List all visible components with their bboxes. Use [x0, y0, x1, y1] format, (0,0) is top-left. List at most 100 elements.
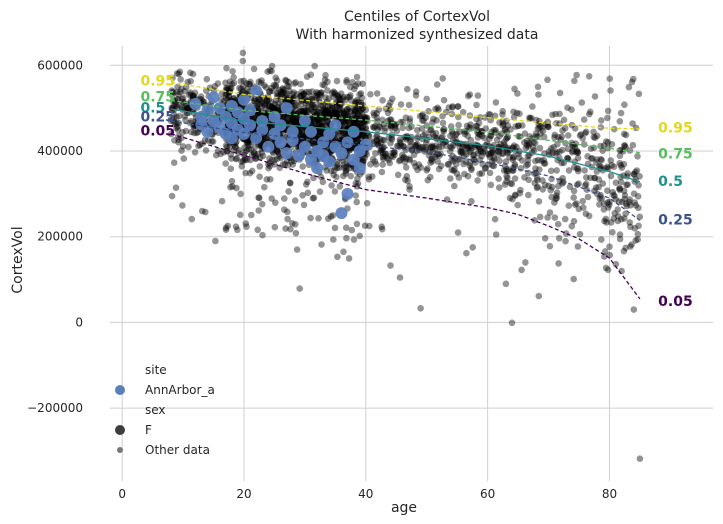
- other-data-point: [470, 151, 478, 159]
- other-data-point: [447, 175, 454, 182]
- other-data-point: [417, 304, 424, 312]
- other-data-point: [343, 106, 351, 113]
- other-data-point: [271, 100, 279, 108]
- other-data-point: [511, 175, 519, 182]
- other-data-point: [516, 110, 523, 117]
- other-data-point: [283, 94, 291, 102]
- other-data-point: [560, 159, 568, 167]
- other-data-point: [284, 208, 291, 216]
- other-data-point: [423, 95, 431, 103]
- other-data-point: [258, 77, 265, 84]
- other-data-point: [403, 172, 411, 180]
- other-data-point: [180, 155, 188, 162]
- other-data-point: [332, 109, 340, 117]
- other-data-point: [292, 116, 300, 123]
- other-data-point: [570, 217, 578, 225]
- other-data-point: [477, 145, 484, 152]
- other-data-point: [300, 108, 308, 115]
- other-data-point: [556, 110, 563, 118]
- other-data-point: [490, 154, 498, 162]
- other-data-point: [539, 186, 547, 193]
- other-data-point: [227, 165, 235, 172]
- other-data-point: [194, 128, 202, 136]
- other-data-point: [330, 93, 337, 101]
- other-data-point: [468, 165, 475, 172]
- other-data-point: [561, 124, 569, 132]
- other-data-point: [544, 214, 551, 221]
- other-data-point: [564, 132, 572, 139]
- other-data-point: [393, 142, 401, 150]
- other-data-point: [621, 215, 628, 222]
- other-data-point: [486, 153, 494, 161]
- y-tick-label: −200000: [27, 401, 83, 415]
- other-data-point: [181, 87, 188, 95]
- other-data-point: [509, 156, 517, 164]
- other-data-point: [251, 95, 259, 103]
- other-data-point: [170, 111, 178, 118]
- other-data-point: [328, 182, 335, 189]
- other-data-point: [222, 224, 230, 232]
- other-data-point: [512, 123, 519, 130]
- other-data-point: [633, 167, 641, 174]
- other-data-point: [299, 129, 306, 137]
- other-data-point: [451, 166, 458, 173]
- other-data-point: [356, 123, 364, 130]
- other-data-point: [301, 96, 308, 103]
- other-data-point: [535, 91, 542, 98]
- other-data-point: [268, 156, 276, 164]
- other-data-point: [369, 123, 377, 131]
- centile-labels: 0.950.950.750.750.50.50.250.250.050.05: [140, 74, 692, 310]
- other-data-point: [354, 80, 362, 87]
- other-data-point: [189, 70, 197, 78]
- other-data-point: [598, 195, 606, 202]
- other-data-point: [357, 106, 365, 114]
- other-data-point: [634, 153, 641, 160]
- other-data-point: [552, 150, 559, 157]
- other-data-point: [433, 151, 440, 159]
- other-data-point: [201, 136, 209, 144]
- other-data-point: [551, 214, 559, 221]
- other-data-point: [255, 207, 262, 214]
- other-data-point: [610, 191, 617, 199]
- other-data-point: [622, 131, 630, 139]
- other-data-point: [379, 97, 386, 104]
- other-data-point: [539, 127, 547, 135]
- other-data-point: [619, 198, 626, 206]
- other-data-point: [272, 199, 279, 206]
- site-point: [311, 162, 324, 175]
- other-data-point: [354, 111, 362, 118]
- other-data-point: [371, 158, 379, 165]
- other-data-point: [329, 111, 337, 119]
- other-data-point: [370, 124, 378, 131]
- other-data-point: [622, 210, 629, 217]
- other-data-point: [284, 96, 291, 104]
- other-data-point: [501, 162, 509, 170]
- other-data-point: [467, 136, 475, 144]
- other-data-point: [474, 177, 481, 184]
- other-data-point: [224, 88, 232, 96]
- other-data-point: [203, 87, 210, 95]
- other-data-point: [168, 106, 176, 114]
- other-data-point: [558, 133, 565, 140]
- other-data-point: [320, 106, 327, 114]
- other-data-point: [209, 138, 217, 145]
- other-data-point: [416, 112, 424, 120]
- other-data-point: [377, 149, 384, 156]
- other-data-point: [536, 213, 544, 221]
- other-data-point: [556, 148, 563, 155]
- other-data-point: [402, 164, 410, 171]
- other-data-point: [315, 108, 323, 116]
- other-data-point: [417, 164, 425, 171]
- other-data-point: [170, 115, 178, 122]
- other-data-point: [481, 134, 488, 142]
- other-data-point: [447, 143, 454, 150]
- other-data-point: [465, 92, 472, 100]
- other-data-point: [550, 143, 557, 151]
- other-data-point: [529, 103, 536, 110]
- other-data-point: [397, 142, 405, 150]
- other-data-point: [434, 158, 442, 165]
- other-data-point: [332, 108, 340, 116]
- site-points: [189, 85, 372, 220]
- other-data-point: [433, 117, 440, 124]
- other-data-point: [574, 148, 581, 156]
